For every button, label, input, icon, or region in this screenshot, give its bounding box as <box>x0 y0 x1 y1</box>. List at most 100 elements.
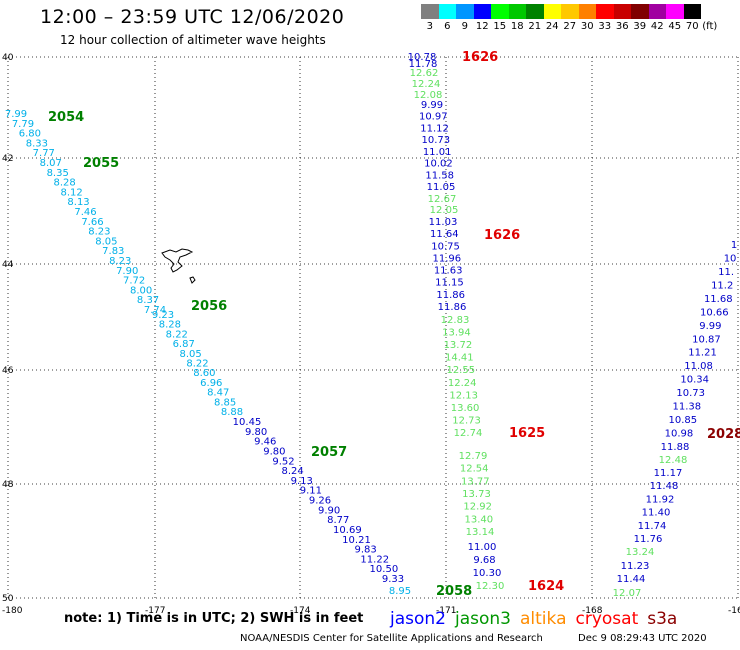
wave-height-value: 11.88 <box>661 442 690 453</box>
scale-swatch: 39 <box>631 4 649 32</box>
wave-height-value: 9.11 <box>300 486 322 497</box>
scale-label: 45 <box>668 21 682 32</box>
scale-label: 15 <box>493 21 507 32</box>
scale-label: 33 <box>598 21 612 32</box>
scale-label: (ft) <box>702 21 718 32</box>
wave-height-value: 12.30 <box>476 581 505 592</box>
wave-height-value: 12.24 <box>448 378 477 389</box>
wave-height-value: 11.78 <box>409 59 438 70</box>
wave-height-value: 13.73 <box>462 489 491 500</box>
satellite-legend: jason2 jason3 altika cryosat s3a <box>390 609 686 629</box>
pass-label: 2056 <box>191 299 227 314</box>
scale-label: 18 <box>510 21 524 32</box>
scale-label: 36 <box>615 21 629 32</box>
wave-height-value: 10.66 <box>700 307 729 318</box>
wave-height-value: 7.46 <box>74 207 96 218</box>
wave-height-value: 7.72 <box>123 276 145 287</box>
wave-height-value: 8.77 <box>327 515 349 526</box>
wave-height-value: 7.74 <box>144 305 166 316</box>
lon-tick-label: -171 <box>436 606 456 616</box>
scale-swatch: 24 <box>543 4 561 32</box>
wave-height-value: 8.28 <box>159 320 181 331</box>
wave-height-value: 11.86 <box>438 302 467 313</box>
lat-tick-label: 48 <box>2 480 14 490</box>
lat-tick-label: 50 <box>2 594 14 604</box>
wave-height-value: 12.79 <box>459 451 488 462</box>
scale-swatch: (ft) <box>701 4 719 32</box>
wave-height-value: 11.48 <box>650 481 679 492</box>
wave-height-value: 13.24 <box>626 547 655 558</box>
pass-label: 2058 <box>436 584 472 599</box>
wave-height-value: 9.26 <box>309 496 331 507</box>
wave-height-value: 12.73 <box>452 415 481 426</box>
wave-height-value: 12.92 <box>463 502 492 513</box>
wave-height-value: 8.13 <box>67 197 89 208</box>
scale-swatch: 42 <box>648 4 666 32</box>
wave-height-value: 10.97 <box>419 112 448 123</box>
scale-label: 9 <box>461 21 468 32</box>
pass-label: 2054 <box>48 110 84 125</box>
wave-height-values: 7.997.796.808.337.778.078.358.288.128.13… <box>5 52 737 599</box>
footnote: note: 1) Time is in UTC; 2) SWH is in fe… <box>64 611 364 626</box>
wave-height-value: 11.92 <box>646 494 675 505</box>
wave-height-value: 12.54 <box>460 464 489 475</box>
scale-swatch: 70 <box>683 4 701 32</box>
wave-height-value: 10.50 <box>370 564 399 575</box>
wave-height-value: 13.40 <box>465 514 494 525</box>
pass-label: 1625 <box>509 426 545 441</box>
wave-height-value: 10.02 <box>424 159 453 170</box>
wave-height-value: 11.08 <box>684 361 713 372</box>
wave-height-value: 9.99 <box>699 321 721 332</box>
scale-swatch: 27 <box>561 4 579 32</box>
island-outline <box>161 248 196 284</box>
wave-height-value: 11.12 <box>420 123 449 134</box>
scale-label: 70 <box>685 21 699 32</box>
wave-height-value: 10.34 <box>680 375 709 386</box>
scale-swatch: 6 <box>438 4 456 32</box>
lon-tick-label: -177 <box>145 606 165 616</box>
wave-height-value: 8.12 <box>60 187 82 198</box>
page-subtitle: 12 hour collection of altimeter wave hei… <box>60 33 326 47</box>
wave-height-value: 11.76 <box>634 534 663 545</box>
wave-height-value: 11.17 <box>654 468 683 479</box>
wave-height-value: 12.83 <box>441 315 470 326</box>
wave-height-value: 11.64 <box>430 229 459 240</box>
wave-height-value: 7.66 <box>81 217 103 228</box>
wave-height-value: 8.24 <box>281 466 303 477</box>
wave-height-value: 10.21 <box>342 535 371 546</box>
wave-height-value: 8.05 <box>179 349 201 360</box>
wave-height-value: 10.30 <box>473 568 502 579</box>
wave-height-value: 11.44 <box>617 574 646 585</box>
scale-label: 27 <box>563 21 577 32</box>
wave-height-value: 12.08 <box>414 90 443 101</box>
wave-height-value: 11.63 <box>434 266 463 277</box>
scale-swatch: 3 <box>421 4 439 32</box>
scale-swatch: 33 <box>596 4 614 32</box>
scale-swatch: 12 <box>473 4 491 32</box>
wave-height-value: 8.35 <box>47 168 69 179</box>
wave-height-value: 11.00 <box>468 542 497 553</box>
wave-height-value: 8.05 <box>95 236 117 247</box>
scale-label: 39 <box>633 21 647 32</box>
lon-tick-label: -174 <box>290 606 311 616</box>
scale-label: 12 <box>475 21 489 32</box>
wave-height-value: 12.55 <box>446 365 475 376</box>
wave-height-value: 10.69 <box>333 525 362 536</box>
wave-height-value: 11.38 <box>672 402 701 413</box>
wave-height-value: 9.46 <box>254 437 276 448</box>
wave-height-value: 7.83 <box>102 246 124 257</box>
wave-height-value: 11.03 <box>429 217 458 228</box>
legend-item-cryosat: cryosat <box>575 609 639 629</box>
credit-timestamp: Dec 9 08:29:43 UTC 2020 <box>578 633 707 644</box>
scale-swatch: 9 <box>456 4 474 32</box>
wave-height-value: 12.07 <box>613 588 642 599</box>
wave-height-value: 9.83 <box>354 545 376 556</box>
wave-height-value: 8.95 <box>389 586 411 597</box>
wave-height-value: 11.40 <box>642 508 671 519</box>
wave-height-value: 6.96 <box>200 378 222 389</box>
scale-swatch: 30 <box>578 4 596 32</box>
wave-height-value: 12.62 <box>410 68 439 79</box>
wave-height-value: 8.07 <box>40 158 62 169</box>
scale-swatch: 36 <box>613 4 631 32</box>
